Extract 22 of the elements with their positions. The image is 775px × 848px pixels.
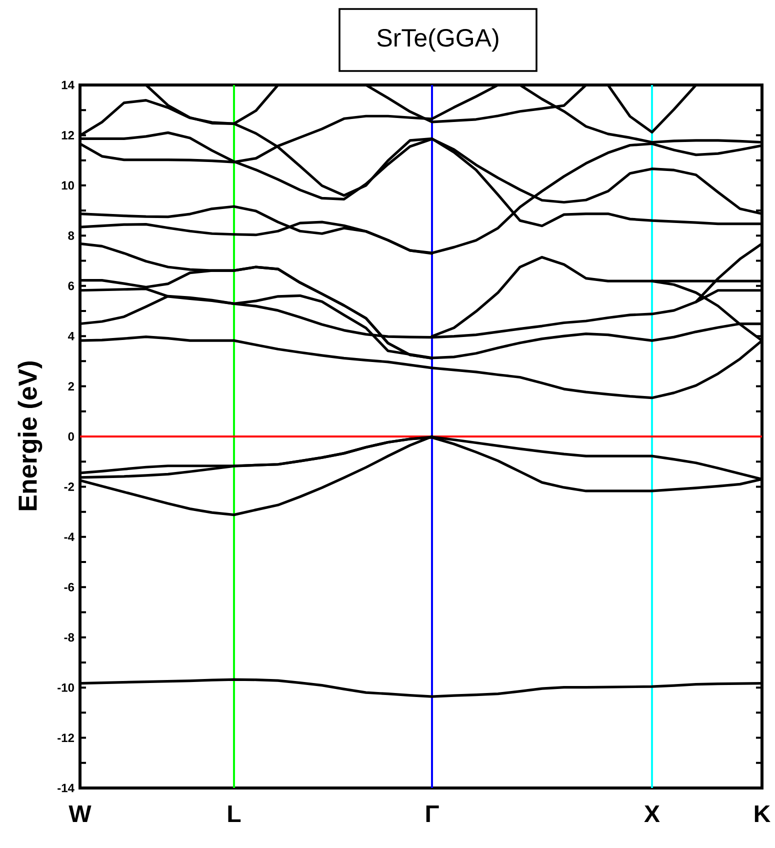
- y-tick-label: 8: [68, 231, 74, 240]
- y-tick-label: -6: [64, 582, 74, 592]
- y-tick-label: -4: [64, 532, 74, 542]
- x-tick-label: L: [228, 806, 241, 822]
- y-tick-label: -2: [64, 482, 74, 491]
- y-tick-label: 12: [62, 131, 74, 140]
- y-axis-title: Energie (eV): [18, 361, 42, 510]
- y-tick-label: 6: [68, 282, 74, 290]
- y-tick-label: 4: [68, 332, 74, 340]
- y-tick-label: 14: [62, 80, 74, 90]
- x-tick-label: W: [68, 806, 92, 822]
- y-tick-label: 2: [68, 382, 74, 390]
- y-tick-label: 0: [68, 432, 74, 441]
- y-tick-label: 10: [62, 181, 74, 190]
- y-tick-label: -14: [58, 784, 74, 792]
- x-tick-label: X: [644, 806, 660, 822]
- chart-title: SrTe(GGA): [377, 28, 498, 52]
- x-tick-label: Γ: [426, 806, 439, 822]
- y-tick-label: -10: [58, 683, 74, 692]
- x-tick-label: K: [754, 806, 770, 822]
- y-tick-label: -12: [58, 734, 74, 742]
- y-tick-label: -8: [64, 633, 74, 642]
